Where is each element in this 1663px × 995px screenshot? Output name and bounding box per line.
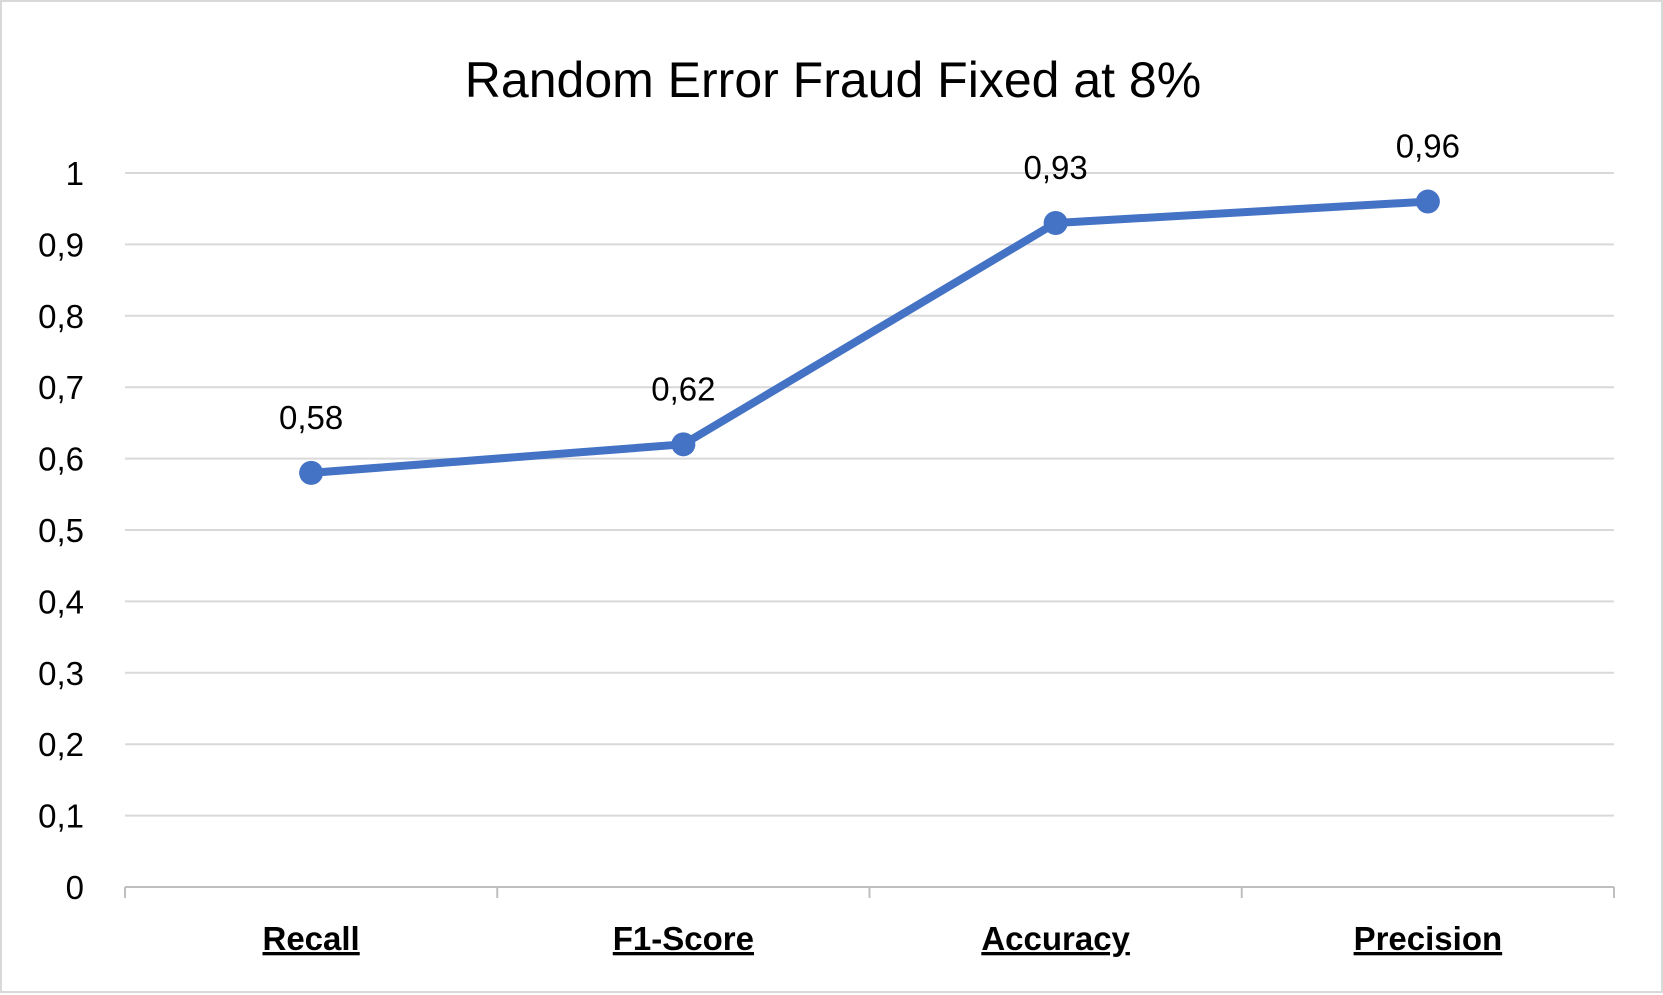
y-tick-label: 0,8 [38,298,84,335]
x-category-label: Recall [263,920,360,957]
series-group [299,189,1440,485]
y-tick-label: 0,9 [38,226,84,263]
data-point [1415,189,1440,214]
data-label: 0,93 [1024,149,1088,186]
y-axis-tick-labels: 0 0,1 0,2 0,3 0,4 0,5 0,6 0,7 0,8 0,9 1 [38,155,84,906]
y-tick-label: 0,7 [38,369,84,406]
data-label: 0,96 [1396,128,1460,165]
x-category-label: F1-Score [613,920,754,957]
y-tick-label: 0,4 [38,583,84,620]
y-tick-label: 0,5 [38,512,84,549]
y-tick-label: 0,1 [38,798,84,835]
data-labels: 0,58 0,62 0,93 0,96 [279,128,1460,436]
gridlines [125,172,1614,817]
x-axis [124,886,1615,898]
y-tick-label: 0,6 [38,441,84,478]
x-category-label: Precision [1354,920,1503,957]
data-label: 0,58 [279,399,343,436]
y-tick-label: 1 [66,155,84,192]
x-axis-category-labels: Recall F1-Score Accuracy Precision [263,920,1503,957]
y-tick-label: 0,2 [38,726,84,763]
series-line [307,197,1432,477]
chart-title: Random Error Fraud Fixed at 8% [465,52,1201,108]
data-point [1043,210,1068,235]
data-label: 0,62 [651,370,715,407]
y-tick-label: 0 [66,869,84,906]
data-point [671,432,696,457]
data-point [299,460,324,485]
y-tick-label: 0,3 [38,655,84,692]
x-category-label: Accuracy [981,920,1130,957]
